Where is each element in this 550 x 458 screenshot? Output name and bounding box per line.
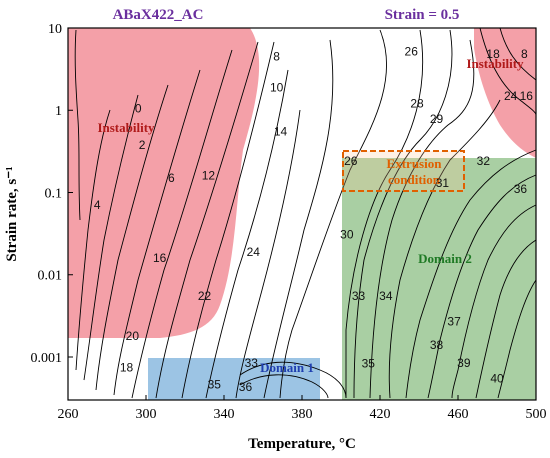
contour-label: 37 (447, 315, 461, 329)
contour-label: 8 (521, 47, 528, 61)
y-tick-label: 1 (55, 104, 62, 119)
contour-label: 39 (457, 356, 471, 370)
contour-label: 0 (135, 102, 142, 116)
x-tick-label: 380 (292, 407, 313, 422)
y-tick-label: 10 (48, 22, 62, 37)
domain-2-region (342, 158, 536, 400)
contour-label: 20 (126, 329, 140, 343)
y-tick-label: 0.1 (45, 186, 63, 201)
contour-label: 33 (245, 356, 259, 370)
x-tick-label: 460 (448, 407, 469, 422)
contour-label: 26 (344, 154, 358, 168)
instability-label-right: Instability (466, 56, 524, 71)
contour-label: 26 (405, 44, 419, 58)
contour-label: 2 (139, 138, 146, 152)
contour-label: 35 (362, 357, 376, 371)
x-tick-label: 340 (214, 407, 235, 422)
contour-label: 22 (198, 289, 212, 303)
contour-label: 29 (430, 112, 444, 126)
contour-label: 34 (379, 289, 393, 303)
contour-label: 35 (208, 378, 222, 392)
instability-label-left: Instability (97, 120, 155, 135)
domain-1-region (148, 358, 320, 400)
contour-label: 36 (514, 182, 528, 196)
contour-label: 16 (520, 89, 534, 103)
x-tick-label: 500 (526, 407, 547, 422)
y-tick-label: 0.001 (31, 351, 63, 366)
contour-label: 31 (436, 176, 450, 190)
plot-area (67, 27, 537, 401)
contour-label: 28 (410, 97, 424, 111)
contour-label: 36 (239, 380, 253, 394)
contour-label: 8 (273, 50, 280, 64)
strain-title: Strain = 0.5 (385, 7, 460, 23)
contour-label: 30 (340, 227, 354, 241)
contour-label: 4 (94, 198, 101, 212)
contour-label: 6 (168, 171, 175, 185)
extrusion-label-line2: condition (388, 172, 441, 187)
contour-label: 18 (120, 360, 134, 374)
contour-label: 32 (477, 154, 491, 168)
contour-label: 40 (490, 371, 504, 385)
material-title: ABaX422_AC (113, 7, 204, 23)
x-tick-label: 420 (370, 407, 391, 422)
extrusion-label-line1: Extrusion (387, 156, 443, 171)
contour-label: 16 (153, 251, 167, 265)
contour-label: 12 (202, 169, 216, 183)
contour-label: 38 (430, 338, 444, 352)
x-axis-ticks: 260 300 340 380 420 460 500 (58, 395, 547, 422)
contour-label: 10 (270, 80, 284, 94)
contour-label: 24 (504, 89, 518, 103)
y-axis-label: Strain rate, s⁻¹ (4, 166, 20, 261)
contour-label: 33 (352, 289, 366, 303)
instability-region-right (474, 28, 536, 158)
contour-labels: 0246810121416182022242626282930313233333… (94, 44, 533, 394)
contour-label: 14 (274, 125, 288, 139)
contour-label: 18 (486, 47, 500, 61)
x-tick-label: 300 (136, 407, 157, 422)
y-axis-ticks: 0.001 0.01 0.1 1 10 (31, 22, 73, 366)
domain-1-label: Domain 1 (260, 360, 314, 375)
contour-lines (74, 27, 537, 399)
contour-label: 24 (247, 245, 261, 259)
x-axis-label: Temperature, °C (248, 436, 356, 452)
y-tick-label: 0.01 (38, 269, 63, 284)
domain-2-label: Domain 2 (418, 251, 472, 266)
instability-region-left (68, 28, 260, 338)
x-tick-label: 260 (58, 407, 79, 422)
extrusion-condition-box (342, 150, 465, 192)
